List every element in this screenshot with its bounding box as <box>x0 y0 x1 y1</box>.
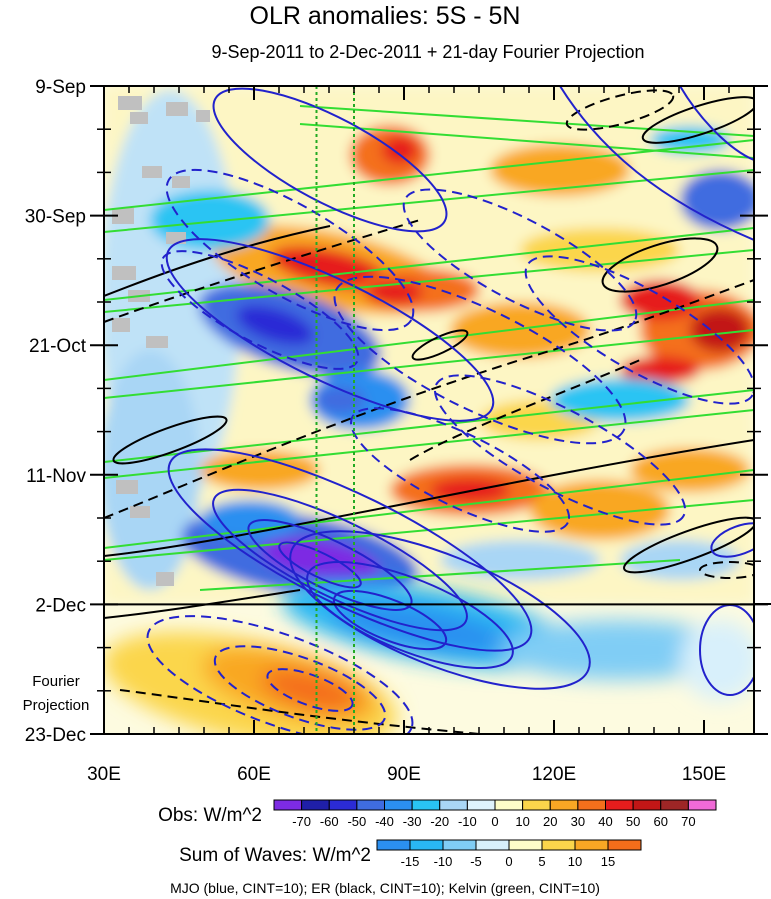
obs-bar-label: -60 <box>320 814 339 829</box>
obs-bar-swatch <box>660 799 689 811</box>
obs-bar-swatch <box>522 799 551 811</box>
waves-bar-swatch <box>607 839 642 851</box>
obs-bar-label: -70 <box>292 814 311 829</box>
reference-longitude-lines <box>315 86 355 734</box>
obs-bar-swatch <box>411 799 441 811</box>
waves-bar-label: 10 <box>568 854 582 869</box>
obs-bar-swatch <box>384 799 413 811</box>
chart-title: OLR anomalies: 5S - 5N <box>250 2 521 30</box>
obs-bar-label: 70 <box>681 814 695 829</box>
obs-bar-label: 60 <box>654 814 668 829</box>
obs-bar-swatch <box>466 799 496 811</box>
y-tick-label: 9-Sep <box>35 77 86 98</box>
obs-bar-label: -40 <box>375 814 394 829</box>
waves-colorbar-title: Sum of Waves: W/m^2 <box>179 845 371 866</box>
waves-bar-swatch <box>376 839 411 851</box>
waves-bar-label: 5 <box>538 854 545 869</box>
obs-bar-label: -20 <box>430 814 449 829</box>
obs-bar-label: 0 <box>491 814 498 829</box>
y-tick-label: 21-Oct <box>29 336 87 357</box>
obs-bar-label: 40 <box>598 814 612 829</box>
x-tick-label: 60E <box>237 764 271 785</box>
x-tick-label: 30E <box>87 764 121 785</box>
x-tick-label: 90E <box>387 764 421 785</box>
y-axis: 9-Sep 30-Sep 21-Oct 11-Nov 2-Dec 23-Dec <box>25 77 768 746</box>
obs-bar-label: -50 <box>347 814 366 829</box>
y-tick-label: 23-Dec <box>25 725 86 746</box>
y-tick-label: 2-Dec <box>35 595 86 616</box>
projection-label-line2: Projection <box>23 697 90 714</box>
projection-shading <box>104 581 754 734</box>
waves-colorbar: -15 -10 -5 0 5 10 15 <box>376 839 642 869</box>
obs-bar-swatch <box>301 799 330 811</box>
obs-bar-swatch <box>549 799 579 811</box>
waves-bar-swatch <box>574 839 609 851</box>
obs-colorbar: -70 -60 -50 -40 -30 -20 -10 0 10 20 30 40 50 60 70 <box>273 799 717 829</box>
plot-area <box>104 86 754 734</box>
waves-bar-swatch <box>409 839 444 851</box>
obs-bar-swatch <box>356 799 385 811</box>
x-tick-label: 120E <box>532 764 576 785</box>
waves-bar-label: -5 <box>470 854 482 869</box>
obs-bar-label: -10 <box>458 814 477 829</box>
obs-bar-swatch <box>687 799 717 811</box>
obs-bar-swatch <box>577 799 606 811</box>
obs-bar-label: -30 <box>403 814 422 829</box>
y-tick-label: 11-Nov <box>26 466 86 487</box>
waves-bar-swatch <box>541 839 576 851</box>
y-tick-label: 30-Sep <box>25 207 86 228</box>
obs-bar-label: 50 <box>626 814 640 829</box>
waves-bar-swatch <box>475 839 510 851</box>
obs-bar-label: 10 <box>515 814 529 829</box>
mjo-contours <box>146 86 754 734</box>
obs-bar-swatch <box>605 799 634 811</box>
obs-bar-label: 30 <box>571 814 585 829</box>
missing-data-boxes <box>112 96 210 586</box>
obs-colorbar-title: Obs: W/m^2 <box>158 805 262 826</box>
obs-bar-swatch <box>273 799 303 811</box>
obs-bar-swatch <box>439 799 468 811</box>
obs-bar-swatch <box>632 799 662 811</box>
waves-bar-swatch <box>508 839 543 851</box>
projection-label-line1: Fourier <box>32 673 80 690</box>
obs-bar-label: 20 <box>543 814 557 829</box>
waves-bar-label: -10 <box>434 854 453 869</box>
chart-footnote: MJO (blue, CINT=10); ER (black, CINT=10)… <box>170 880 600 896</box>
waves-bar-label: 0 <box>505 854 512 869</box>
waves-bar-label: -15 <box>401 854 420 869</box>
obs-bar-swatch <box>328 799 358 811</box>
x-axis: 30E 60E 90E 120E 150E <box>87 86 755 785</box>
x-tick-label: 150E <box>682 764 726 785</box>
waves-bar-label: 15 <box>601 854 615 869</box>
waves-bar-swatch <box>442 839 477 851</box>
chart-subtitle: 9-Sep-2011 to 2-Dec-2011 + 21-day Fourie… <box>211 42 644 62</box>
obs-bar-swatch <box>494 799 524 811</box>
